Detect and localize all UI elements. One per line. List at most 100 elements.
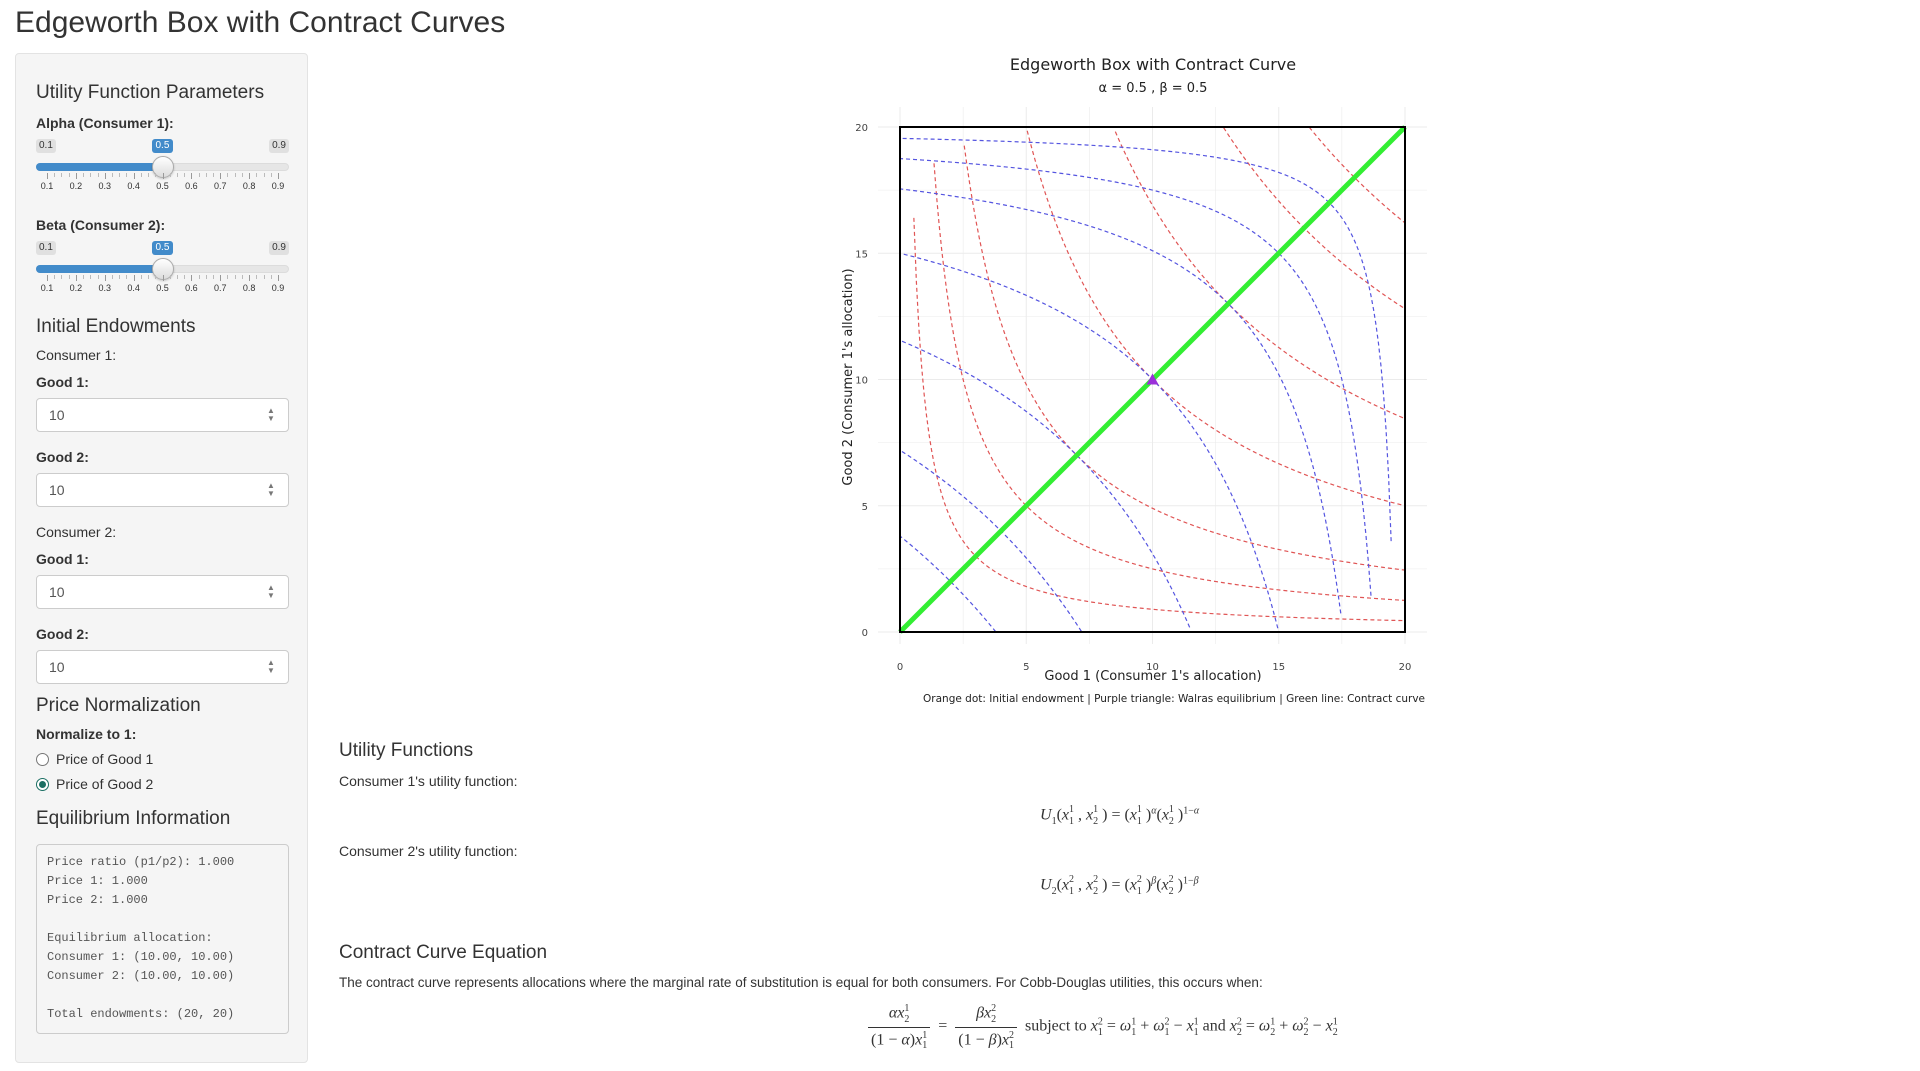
slider-minor-tick xyxy=(263,173,265,177)
alpha-label: Alpha (Consumer 1): xyxy=(36,115,174,131)
slider-minor-tick xyxy=(241,275,243,279)
beta-value-label: 0.5 xyxy=(151,241,174,255)
slider-tick xyxy=(249,173,251,179)
slider-tick xyxy=(220,275,222,281)
indifference-curve-consumer2 xyxy=(899,157,1372,596)
y-tick-label: 10 xyxy=(855,376,868,387)
y-tick-label: 0 xyxy=(862,628,868,639)
c2-good1-label: Good 1: xyxy=(36,551,89,567)
slider-minor-tick xyxy=(119,173,121,177)
slider-minor-tick xyxy=(176,173,178,177)
slider-minor-tick xyxy=(54,173,56,177)
spinner-icon[interactable]: ▲ ▼ xyxy=(267,406,275,423)
c1-good1-input[interactable]: 10 ▲ ▼ xyxy=(36,398,289,432)
c2-good2-value: 10 xyxy=(49,659,65,675)
c2-utility-label: Consumer 2's utility function: xyxy=(339,843,518,859)
c1-good2-value: 10 xyxy=(49,482,65,498)
alpha-min-label: 0.1 xyxy=(36,139,56,153)
slider-minor-tick xyxy=(83,275,85,279)
slider-tick xyxy=(47,275,48,281)
slider-tick-label: 0.4 xyxy=(127,181,140,191)
slider-minor-tick xyxy=(184,275,186,279)
slider-minor-tick xyxy=(61,173,63,177)
indifference-curve-consumer2 xyxy=(899,188,1342,614)
edgeworth-chart: Edgeworth Box with Contract Curve α = 0.… xyxy=(841,55,1427,705)
slider-tick-label: 0.8 xyxy=(242,283,256,293)
indifference-curve-consumer1 xyxy=(1026,130,1406,507)
slider-tick-label: 0.9 xyxy=(271,181,285,191)
radio-price-good1[interactable]: Price of Good 1 xyxy=(36,751,153,767)
c2-good1-input[interactable]: 10 ▲ ▼ xyxy=(36,575,289,609)
slider-minor-tick xyxy=(54,275,56,279)
y-axis-label: Good 2 (Consumer 1's allocation) xyxy=(841,268,856,485)
slider-minor-tick xyxy=(61,275,63,279)
contract-curve-title: Contract Curve Equation xyxy=(339,942,548,963)
c2-good2-input[interactable]: 10 ▲ ▼ xyxy=(36,650,289,684)
edgeworth-box-border xyxy=(899,126,1406,633)
radio-button-checked[interactable] xyxy=(36,777,49,791)
c1-utility-label: Consumer 1's utility function: xyxy=(339,773,518,789)
slider-tick-label: 0.9 xyxy=(271,283,285,293)
slider-minor-tick xyxy=(263,275,265,279)
x-tick-label: 15 xyxy=(1272,662,1285,673)
beta-track-fill xyxy=(36,265,163,273)
radio-button[interactable] xyxy=(36,752,49,766)
beta-label: Beta (Consumer 2): xyxy=(36,217,166,233)
slider-tick-label: 0.3 xyxy=(98,181,112,191)
slider-minor-tick xyxy=(68,173,70,177)
slider-minor-tick xyxy=(83,173,85,177)
c1-utility-formula: U1(x 1 1, x 1 2) = (x 1 1)α(x 1 2)1−α xyxy=(1040,804,1200,827)
spinner-icon[interactable]: ▲ ▼ xyxy=(267,481,275,498)
slider-minor-tick xyxy=(176,275,178,279)
alpha-slider[interactable]: 0.1 0.9 0.5 0.1 0.2 0.3 0.4 0.5 0.6 0.7 0.8 0.9 xyxy=(36,139,289,199)
utility-params-title: Utility Function Parameters xyxy=(36,82,265,103)
slider-tick xyxy=(133,173,135,179)
slider-minor-tick xyxy=(111,275,113,279)
beta-max-label: 0.9 xyxy=(269,241,289,255)
indifference-curve-consumer1 xyxy=(913,217,1406,622)
slider-tick-label: 0.2 xyxy=(69,283,83,293)
beta-slider[interactable]: 0.1 0.9 0.5 0.1 0.2 0.3 0.4 0.5 0.6 0.7 0.8 0.9 xyxy=(36,241,289,301)
slider-minor-tick xyxy=(155,275,157,279)
indifference-curve-consumer1 xyxy=(1114,131,1406,420)
chart-curves xyxy=(898,125,1407,634)
endowments-title: Initial Endowments xyxy=(36,316,196,337)
slider-minor-tick xyxy=(184,173,186,177)
spinner-icon[interactable]: ▲ ▼ xyxy=(267,658,275,675)
slider-tick-label: 0.1 xyxy=(40,283,54,293)
slider-minor-tick xyxy=(126,173,128,177)
spinner-icon[interactable]: ▲ ▼ xyxy=(267,583,275,600)
consumer1-label: Consumer 1: xyxy=(36,347,117,363)
indifference-curve-consumer2 xyxy=(899,449,1082,632)
c2-good1-value: 10 xyxy=(49,584,65,600)
slider-tick xyxy=(104,275,106,281)
slider-minor-tick xyxy=(227,173,229,177)
c2-utility-formula: U2(x 2 1, x 2 2) = (x 2 1)β(x 2 2)1−β xyxy=(1040,874,1199,897)
indifference-curve-consumer2 xyxy=(899,252,1279,629)
chart-subtitle: α = 0.5 , β = 0.5 xyxy=(1099,81,1208,96)
slider-tick-label: 0.4 xyxy=(127,283,140,293)
slider-minor-tick xyxy=(256,173,258,177)
slider-tick-label: 0.2 xyxy=(69,181,83,191)
c1-good2-label: Good 2: xyxy=(36,449,89,465)
slider-tick xyxy=(278,275,279,281)
c1-good2-input[interactable]: 10 ▲ ▼ xyxy=(36,473,289,507)
radio-price-good2[interactable]: Price of Good 2 xyxy=(36,776,153,792)
x-tick-label: 20 xyxy=(1399,662,1412,673)
slider-tick xyxy=(75,173,77,179)
slider-minor-tick xyxy=(169,173,171,177)
slider-minor-tick xyxy=(148,173,150,177)
x-axis-label: Good 1 (Consumer 1's allocation) xyxy=(1044,669,1261,684)
slider-tick xyxy=(104,173,106,179)
slider-tick xyxy=(191,173,193,179)
slider-minor-tick xyxy=(90,275,92,279)
slider-tick xyxy=(75,275,77,281)
slider-minor-tick xyxy=(227,275,229,279)
y-tick-label: 5 xyxy=(862,502,868,513)
slider-tick xyxy=(162,173,164,179)
slider-tick-label: 0.5 xyxy=(156,181,169,191)
equilibrium-output: Price ratio (p1/p2): 1.000 Price 1: 1.00… xyxy=(36,844,289,1034)
slider-minor-tick xyxy=(213,173,215,177)
slider-tick xyxy=(278,173,279,179)
indifference-curve-consumer1 xyxy=(1223,127,1406,310)
